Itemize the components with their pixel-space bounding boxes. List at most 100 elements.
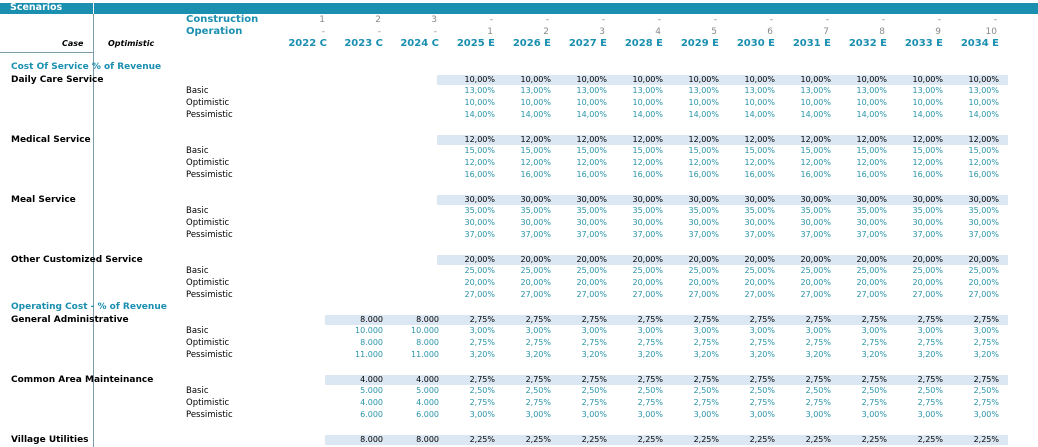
- current-value-cell: 2,75%: [637, 315, 663, 324]
- current-value-cell: 2,75%: [693, 375, 719, 384]
- scenario-value-cell: 14,00%: [744, 110, 775, 119]
- scenario-value-cell: 20,00%: [800, 278, 831, 287]
- scenario-value-cell: 25,00%: [912, 266, 943, 275]
- current-value-band: [325, 315, 1008, 325]
- scenario-label: Pessimistic: [186, 230, 233, 240]
- category-name: Common Area Mainteinance: [11, 375, 154, 385]
- scenario-value-cell: 27,00%: [632, 290, 663, 299]
- current-value-cell: 20,00%: [856, 255, 887, 264]
- current-value-cell: 2,25%: [637, 435, 663, 444]
- scenario-value-cell: 3,00%: [973, 326, 999, 335]
- scenario-value-cell: 3,00%: [525, 326, 551, 335]
- scenario-value-cell: 2,75%: [525, 338, 551, 347]
- scenario-value-cell: 3,00%: [917, 326, 943, 335]
- scenario-value-cell: 12,00%: [968, 158, 999, 167]
- current-value-cell: 2,75%: [973, 315, 999, 324]
- scenario-value-cell: 2,75%: [917, 338, 943, 347]
- scenario-value-cell: 12,00%: [632, 158, 663, 167]
- scenario-value-cell: 15,00%: [688, 146, 719, 155]
- operation-index: -: [377, 27, 381, 37]
- scenario-value-cell: 3,00%: [861, 410, 887, 419]
- scenario-value-cell: 13,00%: [632, 86, 663, 95]
- scenario-value-cell: 16,00%: [968, 170, 999, 179]
- current-value-cell: 20,00%: [968, 255, 999, 264]
- scenario-value-cell: 4.000: [416, 398, 439, 407]
- scenario-value-cell: 10.000: [355, 326, 383, 335]
- scenario-value-cell: 37,00%: [800, 230, 831, 239]
- scenario-value-cell: 16,00%: [520, 170, 551, 179]
- scenario-value-cell: 3,00%: [693, 326, 719, 335]
- scenario-value-cell: 13,00%: [520, 86, 551, 95]
- construction-index: -: [769, 15, 773, 25]
- current-value-cell: 2,75%: [525, 315, 551, 324]
- scenario-value-cell: 3,00%: [861, 326, 887, 335]
- scenario-value-cell: 3,00%: [581, 410, 607, 419]
- scenario-label: Pessimistic: [186, 110, 233, 120]
- scenario-value-cell: 27,00%: [912, 290, 943, 299]
- scenario-value-cell: 25,00%: [464, 266, 495, 275]
- category-name: Other Customized Service: [11, 255, 143, 265]
- current-value-band: [437, 255, 1008, 265]
- current-value-cell: 30,00%: [912, 195, 943, 204]
- current-value-cell: 2,75%: [581, 375, 607, 384]
- scenario-value-cell: 2,75%: [861, 338, 887, 347]
- case-value: Optimistic: [108, 39, 155, 48]
- scenario-value-cell: 5.000: [416, 386, 439, 395]
- scenario-label: Optimistic: [186, 158, 230, 168]
- current-value-cell: 2,25%: [749, 435, 775, 444]
- current-value-cell: 12,00%: [632, 135, 663, 144]
- scenario-value-cell: 25,00%: [688, 266, 719, 275]
- scenario-value-cell: 37,00%: [520, 230, 551, 239]
- scenario-value-cell: 15,00%: [744, 146, 775, 155]
- scenario-value-cell: 15,00%: [856, 146, 887, 155]
- scenario-value-cell: 16,00%: [744, 170, 775, 179]
- current-value-band: [325, 375, 1008, 385]
- operation-index: 9: [935, 27, 941, 37]
- current-value-cell: 2,75%: [805, 375, 831, 384]
- scenario-value-cell: 25,00%: [800, 266, 831, 275]
- scenario-label: Optimistic: [186, 398, 230, 408]
- scenario-value-cell: 27,00%: [968, 290, 999, 299]
- current-value-cell: 12,00%: [464, 135, 495, 144]
- scenario-value-cell: 13,00%: [688, 86, 719, 95]
- scenario-value-cell: 15,00%: [576, 146, 607, 155]
- scenario-value-cell: 30,00%: [744, 218, 775, 227]
- current-value-band: [325, 435, 1008, 445]
- current-value-cell: 2,75%: [861, 375, 887, 384]
- construction-index: -: [545, 15, 549, 25]
- construction-index: -: [993, 15, 997, 25]
- current-value-cell: 12,00%: [576, 135, 607, 144]
- construction-label: Construction: [186, 14, 259, 25]
- category-name: Daily Care Service: [11, 75, 104, 85]
- current-value-band: [437, 75, 1008, 85]
- current-value-cell: 8.000: [360, 315, 383, 324]
- category-name: General Administrative: [11, 315, 129, 325]
- year-header: 2026 E: [512, 38, 551, 49]
- scenario-value-cell: 2,75%: [861, 398, 887, 407]
- current-value-cell: 12,00%: [800, 135, 831, 144]
- current-value-cell: 2,25%: [861, 435, 887, 444]
- current-value-cell: 2,75%: [917, 375, 943, 384]
- scenario-value-cell: 2,75%: [637, 398, 663, 407]
- year-header: 2034 E: [960, 38, 999, 49]
- current-value-cell: 2,75%: [693, 315, 719, 324]
- scenario-value-cell: 35,00%: [576, 206, 607, 215]
- scenario-value-cell: 30,00%: [688, 218, 719, 227]
- construction-index: 1: [319, 15, 325, 25]
- scenario-value-cell: 5.000: [360, 386, 383, 395]
- scenario-value-cell: 3,00%: [917, 410, 943, 419]
- scenario-value-cell: 10,00%: [520, 98, 551, 107]
- scenario-value-cell: 2,75%: [469, 338, 495, 347]
- scenario-value-cell: 10,00%: [576, 98, 607, 107]
- scenario-value-cell: 3,00%: [637, 326, 663, 335]
- current-value-cell: 2,25%: [693, 435, 719, 444]
- scenario-value-cell: 14,00%: [856, 110, 887, 119]
- current-value-cell: 10,00%: [632, 75, 663, 84]
- category-name: Medical Service: [11, 135, 91, 145]
- year-header: 2029 E: [680, 38, 719, 49]
- current-value-cell: 8.000: [360, 435, 383, 444]
- scenario-value-cell: 10.000: [411, 326, 439, 335]
- current-value-cell: 30,00%: [744, 195, 775, 204]
- current-value-cell: 20,00%: [576, 255, 607, 264]
- scenario-value-cell: 2,50%: [861, 386, 887, 395]
